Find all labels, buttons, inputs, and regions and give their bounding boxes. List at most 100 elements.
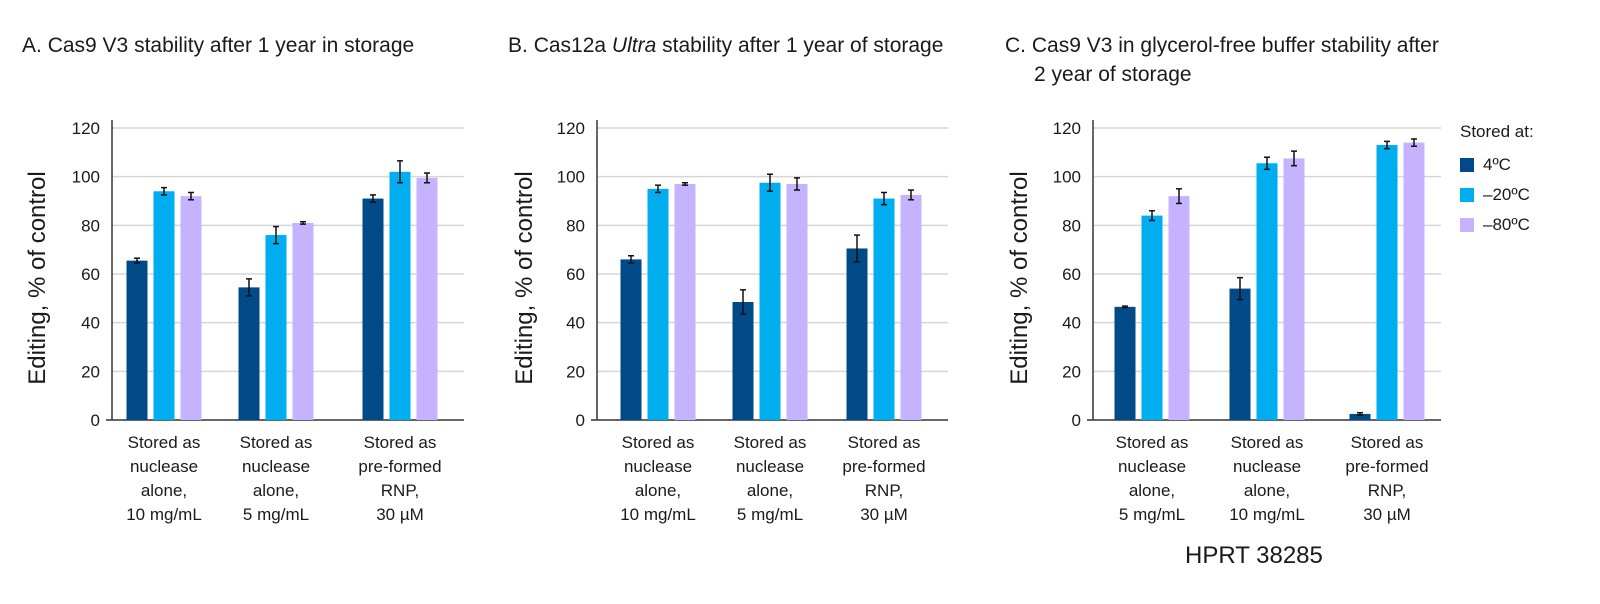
legend-swatch-minus80c bbox=[1460, 218, 1474, 232]
panel-c-bar bbox=[1168, 196, 1190, 420]
legend-item-minus20c: –20ºC bbox=[1460, 180, 1534, 210]
panel-c-ytick-label: 20 bbox=[1062, 362, 1081, 381]
panel-c-bar bbox=[1256, 163, 1278, 421]
panel-a-bar bbox=[416, 177, 438, 420]
panel-b-ytick-label: 120 bbox=[557, 119, 585, 138]
panel-a-ytick-label: 0 bbox=[91, 411, 100, 430]
panel-b-bar bbox=[759, 182, 781, 420]
panel-b-bar bbox=[647, 188, 669, 420]
panel-c-category-label: pre-formed bbox=[1345, 457, 1428, 476]
panel-b-category-label: Stored as bbox=[848, 433, 921, 452]
panel-b-category-label: 5 mg/mL bbox=[737, 505, 803, 524]
panel-a-category-label: Stored as bbox=[364, 433, 437, 452]
legend-title: Stored at: bbox=[1460, 122, 1534, 141]
panel-b-y-axis-label: Editing, % of control bbox=[511, 171, 538, 384]
panel-c-bar bbox=[1114, 306, 1136, 420]
panel-b-category-label: Stored as bbox=[622, 433, 695, 452]
panel-b-title: B. Cas12a Ultra stability after 1 year o… bbox=[508, 31, 943, 60]
panel-b-category-label: 30 µM bbox=[860, 505, 908, 524]
panel-c-bar bbox=[1403, 142, 1425, 420]
panel-c-category-label: RNP, bbox=[1368, 481, 1406, 500]
panel-b-bar bbox=[732, 301, 754, 420]
panel-c-category-label: Stored as bbox=[1116, 433, 1189, 452]
panel-a-bar bbox=[292, 222, 314, 420]
panel-a-bar bbox=[265, 235, 287, 420]
panel-a-category-label: nuclease bbox=[242, 457, 310, 476]
panel-a-title: A. Cas9 V3 stability after 1 year in sto… bbox=[22, 31, 414, 60]
panel-b-category-label: RNP, bbox=[865, 481, 903, 500]
panel-a-category-label: pre-formed bbox=[358, 457, 441, 476]
panel-a-ytick-label: 40 bbox=[81, 314, 100, 333]
legend-swatch-4c bbox=[1460, 158, 1474, 172]
panel-c-letter: C. bbox=[1005, 34, 1026, 57]
legend-label-minus80c: –80ºC bbox=[1483, 215, 1530, 234]
panel-b-letter: B. bbox=[508, 34, 528, 57]
panel-a-category-label: RNP, bbox=[381, 481, 419, 500]
panel-c-title-line2: 2 year of storage bbox=[1034, 63, 1192, 86]
panel-c-ytick-label: 120 bbox=[1053, 119, 1081, 138]
panel-b-ytick-label: 100 bbox=[557, 168, 585, 187]
panel-a-bar bbox=[180, 196, 202, 420]
panel-c-category-label: 5 mg/mL bbox=[1119, 505, 1185, 524]
panel-a-ytick-label: 80 bbox=[81, 216, 100, 235]
panel-c-title: C. Cas9 V3 in glycerol-free buffer stabi… bbox=[1005, 31, 1439, 89]
legend-label-4c: 4ºC bbox=[1483, 155, 1511, 174]
panel-c-ytick-label: 80 bbox=[1062, 216, 1081, 235]
panel-a-ytick-label: 60 bbox=[81, 265, 100, 284]
panel-a-ytick-label: 20 bbox=[81, 362, 100, 381]
panel-b-bar bbox=[900, 194, 922, 420]
panel-c-category-label: Stored as bbox=[1351, 433, 1424, 452]
panel-a-category-label: Stored as bbox=[128, 433, 201, 452]
panel-a-bar bbox=[238, 287, 260, 420]
panel-a-ytick-label: 100 bbox=[72, 168, 100, 187]
legend-item-minus80c: –80ºC bbox=[1460, 210, 1534, 240]
panel-a-category-label: Stored as bbox=[240, 433, 313, 452]
legend-item-4c: 4ºC bbox=[1460, 150, 1534, 180]
panel-c-category-label: 30 µM bbox=[1363, 505, 1411, 524]
panel-b-category-label: 10 mg/mL bbox=[620, 505, 696, 524]
panel-c-category-label: nuclease bbox=[1118, 457, 1186, 476]
panel-c-category-label: nuclease bbox=[1233, 457, 1301, 476]
panel-b-category-label: alone, bbox=[747, 481, 793, 500]
panel-c-bar bbox=[1376, 145, 1398, 421]
legend-swatch-minus20c bbox=[1460, 188, 1474, 202]
panel-a-letter: A. bbox=[22, 34, 42, 57]
panel-a-bar bbox=[126, 260, 148, 420]
panel-b-category-label: Stored as bbox=[734, 433, 807, 452]
panel-c-ytick-label: 100 bbox=[1053, 168, 1081, 187]
panel-b-ytick-label: 0 bbox=[576, 411, 585, 430]
panel-a-title-text: Cas9 V3 stability after 1 year in storag… bbox=[47, 34, 415, 57]
panel-b-bar bbox=[786, 183, 808, 420]
panel-c-y-axis-label: Editing, % of control bbox=[1006, 171, 1033, 384]
panel-a-category-label: nuclease bbox=[130, 457, 198, 476]
panel-a-y-axis-label: Editing, % of control bbox=[24, 171, 51, 384]
panel-c-ytick-label: 60 bbox=[1062, 265, 1081, 284]
panel-b-category-label: pre-formed bbox=[842, 457, 925, 476]
panel-a-bar bbox=[153, 191, 175, 420]
panel-b-bar bbox=[674, 183, 696, 420]
panel-a-category-label: 10 mg/mL bbox=[126, 505, 202, 524]
footer-label: HPRT 38285 bbox=[1185, 542, 1323, 569]
panel-c-bar bbox=[1283, 158, 1305, 420]
panel-b-title-text: Cas12a bbox=[533, 34, 607, 57]
panel-b-title-rest: stability after 1 year of storage bbox=[662, 34, 944, 57]
panel-b-ytick-label: 40 bbox=[566, 314, 585, 333]
panel-b-ytick-label: 20 bbox=[566, 362, 585, 381]
panel-a-category-label: 30 µM bbox=[376, 505, 424, 524]
panel-a-category-label: alone, bbox=[253, 481, 299, 500]
panel-b-category-label: nuclease bbox=[736, 457, 804, 476]
panel-b-title-italic: Ultra bbox=[611, 34, 657, 57]
panel-a-category-label: 5 mg/mL bbox=[243, 505, 309, 524]
panel-b-bar bbox=[873, 198, 895, 420]
panel-a-bar bbox=[362, 198, 384, 420]
panel-c-title-text: Cas9 V3 in glycerol-free buffer stabilit… bbox=[1031, 34, 1439, 57]
panel-c-ytick-label: 40 bbox=[1062, 314, 1081, 333]
panel-c-bar bbox=[1229, 288, 1251, 420]
panel-c-category-label: alone, bbox=[1129, 481, 1175, 500]
panel-a-ytick-label: 120 bbox=[72, 119, 100, 138]
legend-label-minus20c: –20ºC bbox=[1483, 185, 1530, 204]
legend: Stored at: 4ºC –20ºC –80ºC bbox=[1460, 122, 1534, 240]
panel-b-ytick-label: 60 bbox=[566, 265, 585, 284]
panel-b-category-label: nuclease bbox=[624, 457, 692, 476]
